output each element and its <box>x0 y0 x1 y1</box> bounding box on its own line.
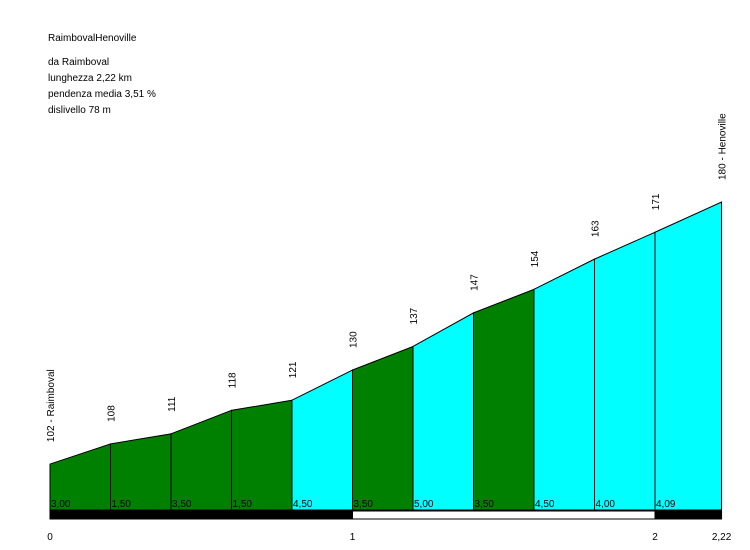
segment-grade-label: 5,00 <box>414 499 434 510</box>
route-average-grade: pendenza media 3,51 % <box>48 89 156 100</box>
start-elevation-label: 102 - Raimboval <box>46 369 57 442</box>
segment-grade-label: 4,09 <box>656 499 676 510</box>
distance-scale-bar <box>654 510 723 520</box>
route-elevation-gain: dislivello 78 m <box>48 105 111 116</box>
profile-segment <box>291 369 353 511</box>
profile-segment <box>170 409 232 511</box>
elevation-label: 171 <box>651 193 662 210</box>
segment-grade-label: 3,50 <box>172 499 192 510</box>
segment-grade-label: 4,50 <box>535 499 555 510</box>
segment-grade-label: 1,50 <box>233 499 253 510</box>
route-length: lunghezza 2,22 km <box>48 73 132 84</box>
segment-grade-label: 4,50 <box>293 499 313 510</box>
elevation-label: 130 <box>349 331 360 348</box>
elevation-label: 137 <box>409 307 420 324</box>
profile-segment <box>412 312 474 511</box>
distance-scale-bar <box>49 510 353 520</box>
profile-segment <box>231 399 293 511</box>
elevation-label: 118 <box>228 372 239 388</box>
elevation-label: 108 <box>107 405 118 422</box>
profile-segment <box>594 231 656 511</box>
elevation-label: 154 <box>530 250 541 267</box>
profile-segment <box>473 288 535 511</box>
segment-grade-label: 4,00 <box>596 499 616 510</box>
segment-grade-label: 3,50 <box>354 499 374 510</box>
segment-grade-label: 3,00 <box>51 499 71 510</box>
distance-scale-bar <box>352 510 656 520</box>
x-tick-label: 0 <box>47 532 53 543</box>
route-start: da Raimboval <box>48 57 110 68</box>
x-tick-label: 1 <box>350 532 356 543</box>
profile-segment <box>352 345 414 511</box>
elevation-label: 163 <box>591 220 602 237</box>
end-elevation-label: 180 - Henoville <box>718 113 729 180</box>
segment-grade-label: 3,50 <box>475 499 495 510</box>
route-info: RaimbovalHenoville da Raimboval lunghezz… <box>48 31 156 119</box>
profile-segment <box>654 201 723 511</box>
segment-grade-label: 1,50 <box>112 499 132 510</box>
elevation-label: 147 <box>470 274 481 291</box>
route-title: RaimbovalHenoville <box>48 33 137 44</box>
elevation-label: 121 <box>288 361 299 378</box>
x-tick-label: 2 <box>652 532 658 543</box>
x-tick-label: 2,22 <box>712 532 732 543</box>
elevation-label: 111 <box>167 396 178 412</box>
profile-segment <box>533 258 595 511</box>
